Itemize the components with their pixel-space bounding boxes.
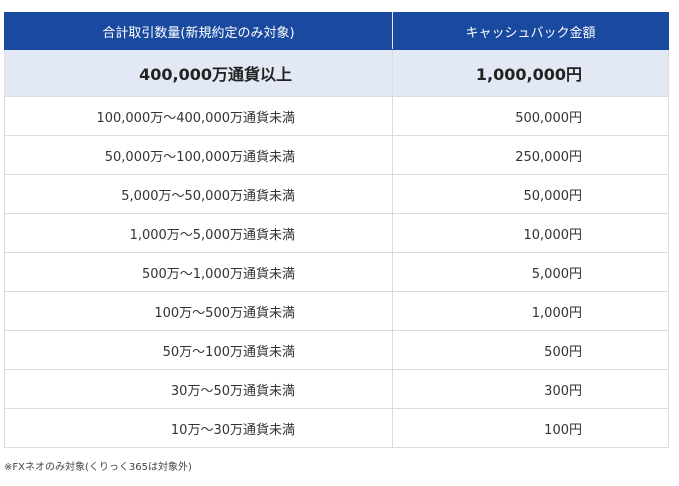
volume-cell: 1,000万〜5,000万通貨未満 — [4, 213, 393, 253]
footnote: ※FXネオのみ対象(くりっく365は対象外) — [4, 462, 192, 473]
header-cashback: キャッシュバック金額 — [392, 12, 669, 50]
cashback-cell: 300円 — [392, 369, 669, 409]
cashback-cell: 1,000円 — [392, 291, 669, 331]
table-row-top-tier: 400,000万通貨以上 1,000,000円 — [4, 49, 669, 97]
table-row: 50,000万〜100,000万通貨未満 250,000円 — [4, 135, 669, 175]
volume-cell: 50万〜100万通貨未満 — [4, 330, 393, 370]
volume-cell: 10万〜30万通貨未満 — [4, 408, 393, 448]
cashback-cell: 500円 — [392, 330, 669, 370]
cashback-table-container: 合計取引数量(新規約定のみ対象) キャッシュバック金額 400,000万通貨以上… — [4, 12, 669, 448]
table-row: 50万〜100万通貨未満 500円 — [4, 330, 669, 370]
cashback-cell: 10,000円 — [392, 213, 669, 253]
volume-cell: 500万〜1,000万通貨未満 — [4, 252, 393, 292]
volume-cell: 30万〜50万通貨未満 — [4, 369, 393, 409]
table-row: 30万〜50万通貨未満 300円 — [4, 369, 669, 409]
cashback-cell: 250,000円 — [392, 135, 669, 175]
table-header-row: 合計取引数量(新規約定のみ対象) キャッシュバック金額 — [4, 12, 669, 50]
header-volume: 合計取引数量(新規約定のみ対象) — [4, 12, 393, 50]
volume-cell: 5,000万〜50,000万通貨未満 — [4, 174, 393, 214]
table-row: 10万〜30万通貨未満 100円 — [4, 408, 669, 448]
cashback-cell: 5,000円 — [392, 252, 669, 292]
table-row: 100,000万〜400,000万通貨未満 500,000円 — [4, 96, 669, 136]
volume-cell: 100,000万〜400,000万通貨未満 — [4, 96, 393, 136]
volume-cell: 400,000万通貨以上 — [4, 49, 393, 97]
cashback-cell: 100円 — [392, 408, 669, 448]
volume-cell: 100万〜500万通貨未満 — [4, 291, 393, 331]
table-row: 100万〜500万通貨未満 1,000円 — [4, 291, 669, 331]
table-row: 500万〜1,000万通貨未満 5,000円 — [4, 252, 669, 292]
cashback-cell: 1,000,000円 — [392, 49, 669, 97]
cashback-cell: 50,000円 — [392, 174, 669, 214]
cashback-cell: 500,000円 — [392, 96, 669, 136]
volume-cell: 50,000万〜100,000万通貨未満 — [4, 135, 393, 175]
table-row: 1,000万〜5,000万通貨未満 10,000円 — [4, 213, 669, 253]
table-row: 5,000万〜50,000万通貨未満 50,000円 — [4, 174, 669, 214]
cashback-table: 合計取引数量(新規約定のみ対象) キャッシュバック金額 400,000万通貨以上… — [4, 12, 669, 448]
